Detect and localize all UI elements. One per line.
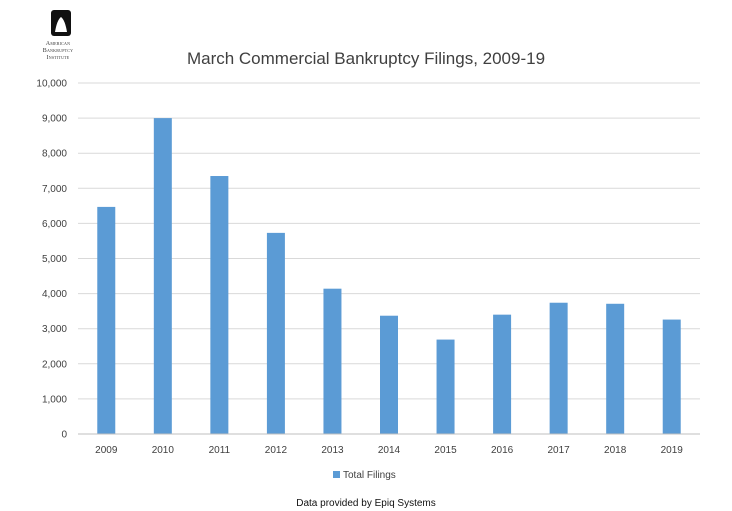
bar-2014 <box>380 315 398 434</box>
x-tick-label: 2018 <box>604 445 627 456</box>
logo-line-american: American <box>45 41 71 47</box>
y-tick-label: 9,000 <box>42 114 67 125</box>
abi-logo <box>51 10 71 36</box>
legend-swatch <box>333 471 340 478</box>
legend: Total Filings <box>333 470 396 481</box>
y-tick-label: 7,000 <box>42 184 67 195</box>
bar-2017 <box>549 302 568 434</box>
x-tick-label: 2016 <box>491 445 514 456</box>
x-tick-label: 2012 <box>265 445 288 456</box>
x-tick-label: 2017 <box>548 445 571 456</box>
bar-2016 <box>493 314 512 434</box>
logo-line-bankruptcy: Bankruptcy <box>42 48 74 54</box>
x-tick-label: 2013 <box>321 445 344 456</box>
x-tick-label: 2009 <box>95 445 118 456</box>
x-tick-label: 2014 <box>378 445 401 456</box>
bar-2012 <box>266 232 285 434</box>
x-tick-label: 2015 <box>434 445 457 456</box>
x-tick-label: 2010 <box>152 445 175 456</box>
bar-2011 <box>210 176 229 434</box>
x-tick-label: 2011 <box>209 445 231 456</box>
bars <box>97 118 681 434</box>
chart-title: March Commercial Bankruptcy Filings, 200… <box>187 49 545 68</box>
y-tick-label: 3,000 <box>42 324 67 335</box>
y-tick-label: 6,000 <box>42 219 67 230</box>
bar-2010 <box>153 118 172 434</box>
y-tick-label: 1,000 <box>42 394 67 405</box>
bar-2018 <box>606 303 625 434</box>
legend-label: Total Filings <box>343 470 396 481</box>
bar-2009 <box>97 206 116 434</box>
y-tick-label: 0 <box>61 430 67 441</box>
y-tick-label: 2,000 <box>42 359 67 370</box>
logo-line-institute: Institute <box>46 55 70 61</box>
bar-2015 <box>436 339 455 434</box>
logo-wordmark: American Bankruptcy Institute <box>22 41 94 62</box>
bar-2013 <box>323 288 342 434</box>
y-tick-label: 5,000 <box>42 254 67 265</box>
x-tick-label: 2019 <box>661 445 684 456</box>
bar-chart: March Commercial Bankruptcy Filings, 200… <box>36 49 700 481</box>
data-source-note: Data provided by Epiq Systems <box>296 498 436 509</box>
logo-figure-shape <box>55 17 67 32</box>
y-axis: 0 1,000 2,000 3,000 4,000 5,000 6,000 7,000 8,00… <box>36 79 67 441</box>
x-axis: 2009 2010 2011 2012 2013 2014 2015 2016 2017 2018… <box>78 433 700 456</box>
y-tick-label: 8,000 <box>42 149 67 160</box>
y-tick-label: 4,000 <box>42 289 67 300</box>
bar-2019 <box>662 319 681 434</box>
y-tick-label: 10,000 <box>36 79 67 90</box>
